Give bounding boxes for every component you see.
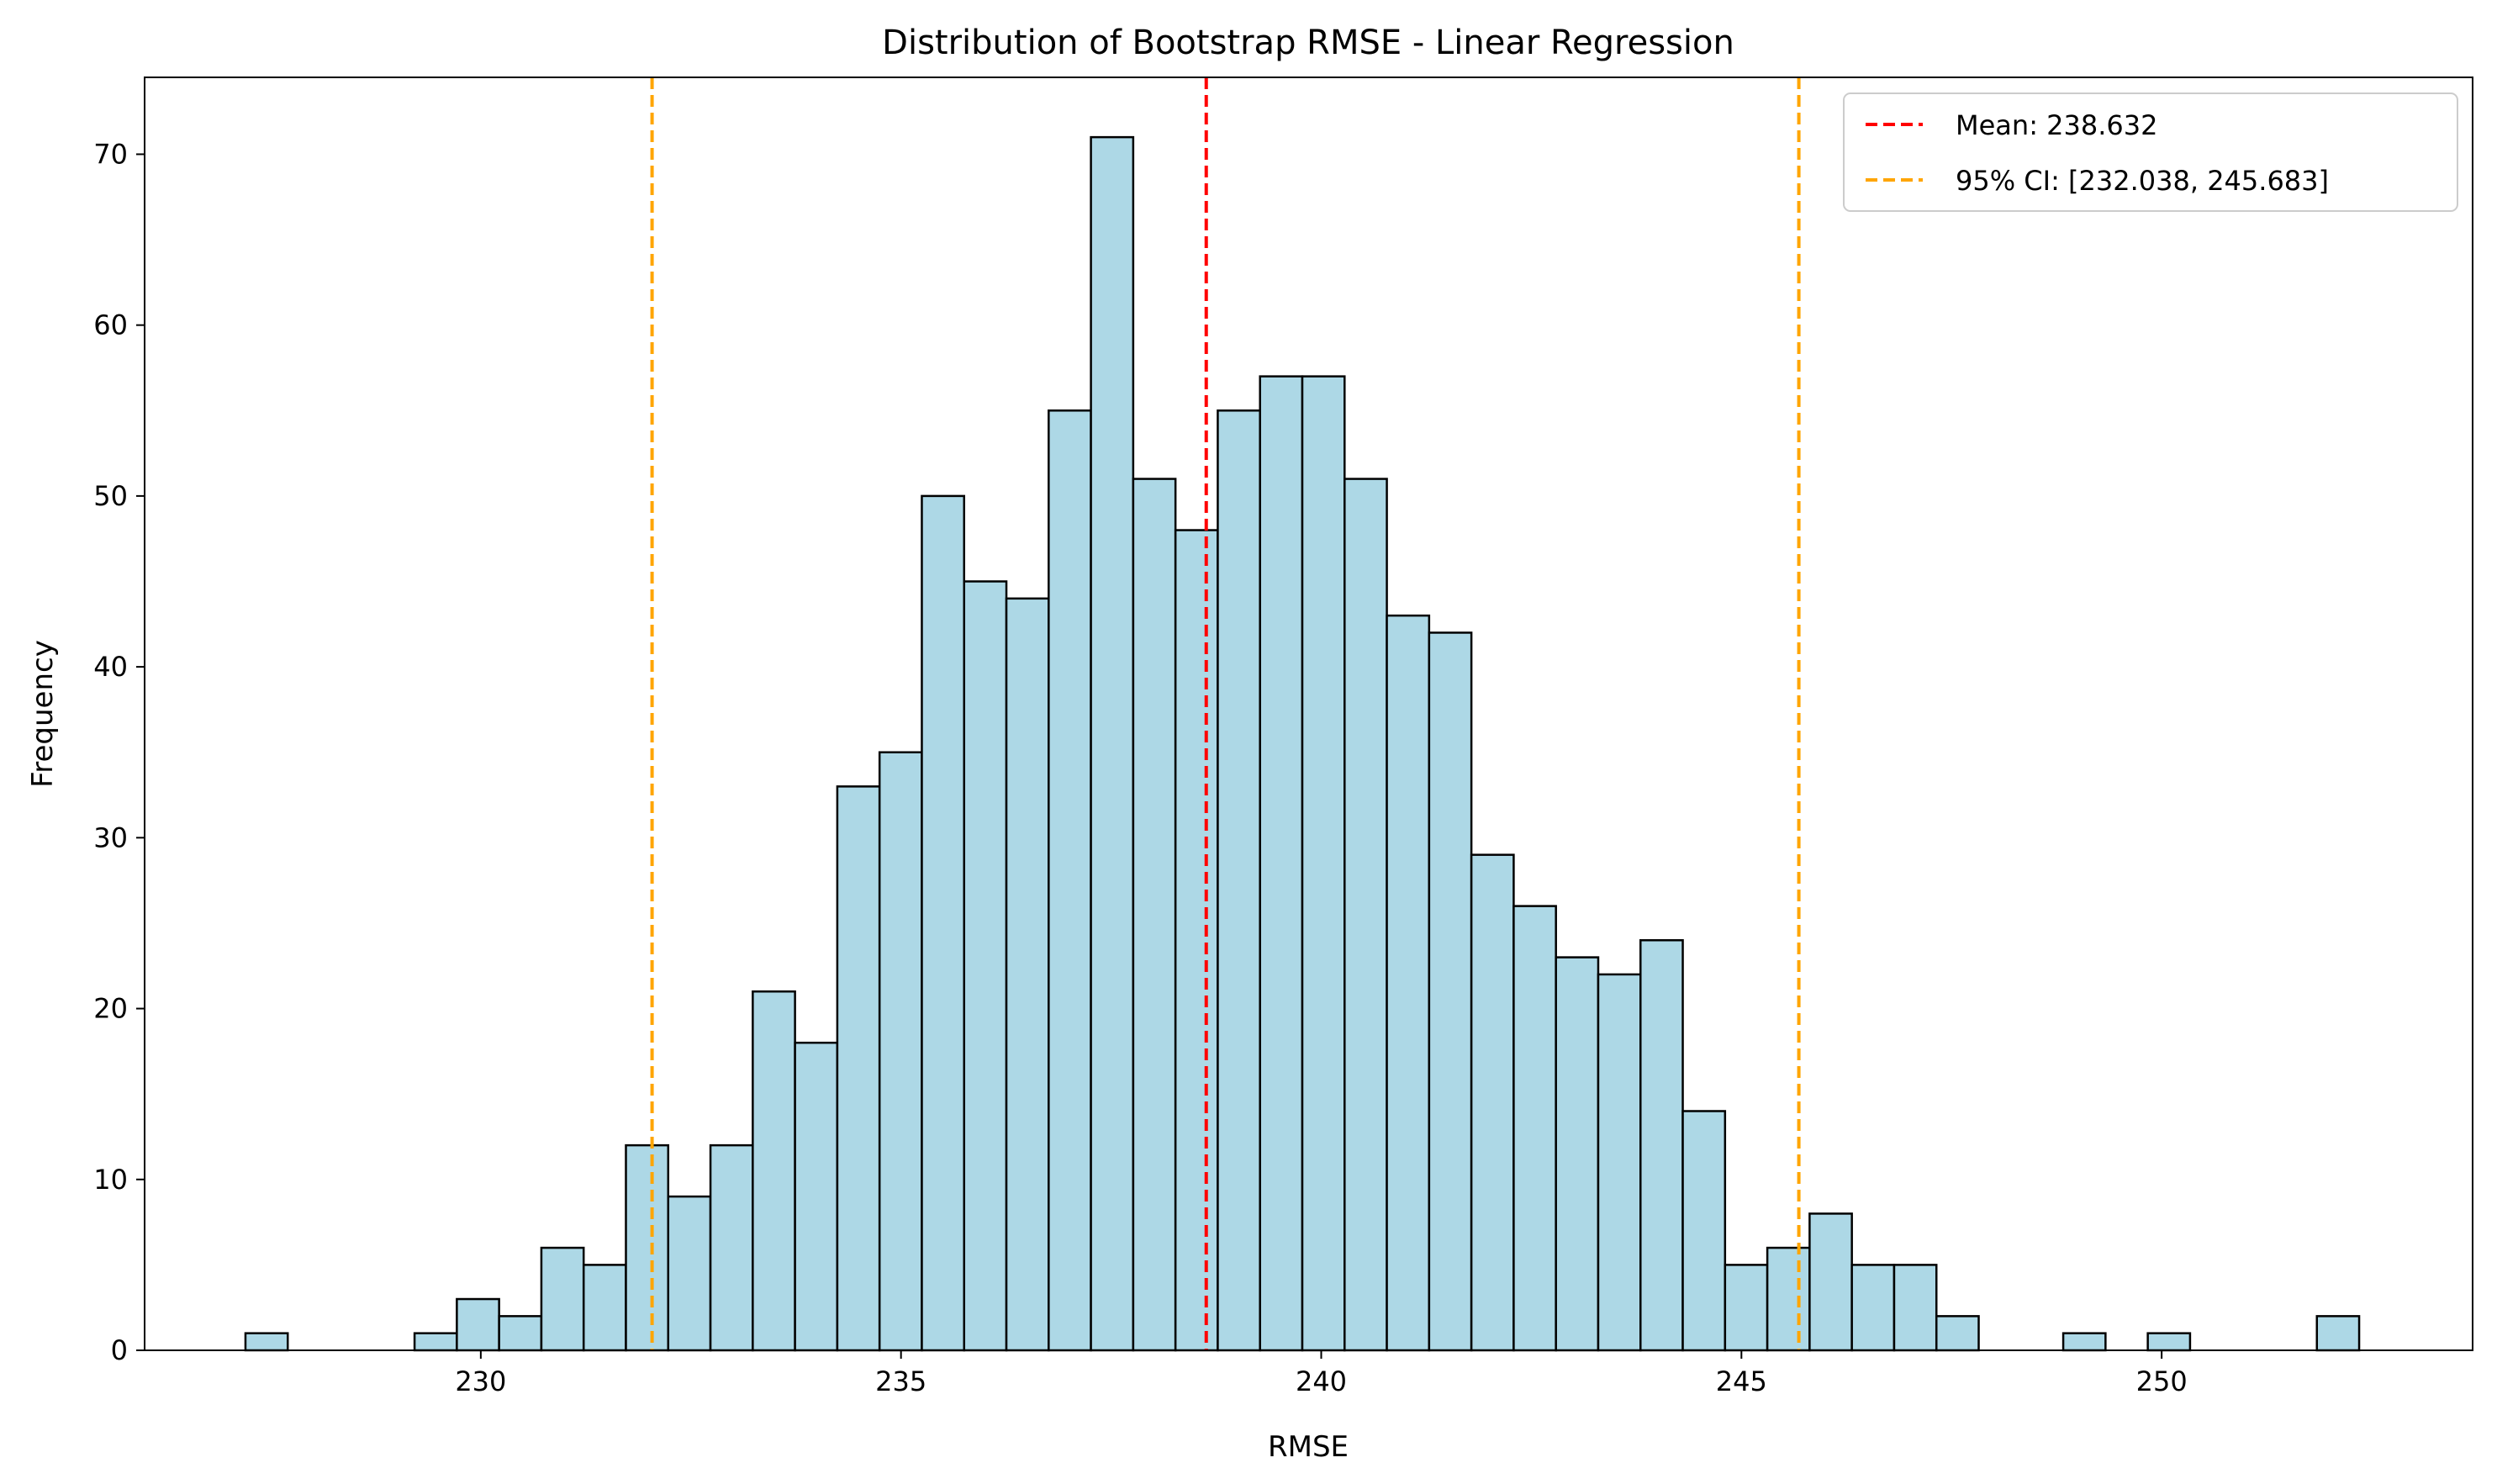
reference-lines-group xyxy=(650,77,1801,1350)
histogram-bar xyxy=(413,1332,458,1352)
legend-mean-label: Mean: 238.632 xyxy=(1956,109,2157,141)
histogram-bar xyxy=(921,494,965,1352)
histogram-bar xyxy=(2146,1332,2192,1352)
histogram-bar xyxy=(836,785,881,1352)
y-tick-label: 20 xyxy=(93,993,128,1025)
histogram-bar xyxy=(1766,1246,1811,1352)
histogram-bar xyxy=(540,1246,585,1352)
legend-ci-label: 95% CI: [232.038, 245.683] xyxy=(1956,165,2329,197)
histogram-bar xyxy=(2315,1315,2361,1352)
x-tick-label: 245 xyxy=(1716,1365,1767,1397)
histogram-bar xyxy=(1681,1110,1727,1352)
histogram-bar xyxy=(2061,1332,2107,1352)
y-tick-label: 0 xyxy=(111,1334,128,1366)
x-tick-label: 230 xyxy=(455,1365,506,1397)
histogram-bar xyxy=(1259,375,1304,1352)
histogram-bar xyxy=(582,1264,627,1352)
x-tick-label: 235 xyxy=(875,1365,926,1397)
histogram-bar xyxy=(625,1143,670,1352)
x-tick-label: 240 xyxy=(1296,1365,1347,1397)
histogram-bar xyxy=(963,580,1008,1352)
histogram-bar xyxy=(1935,1315,1980,1352)
histogram-bar xyxy=(878,751,923,1352)
histogram-bar xyxy=(1217,409,1261,1352)
histogram-bar xyxy=(1301,375,1346,1352)
chart-title: Distribution of Bootstrap RMSE - Linear … xyxy=(882,24,1734,62)
histogram-bar xyxy=(1132,478,1177,1352)
histogram-bar xyxy=(709,1143,754,1352)
histogram-bar xyxy=(1386,614,1431,1352)
histogram-bar xyxy=(1639,939,1684,1352)
histogram-bar xyxy=(1893,1264,1938,1352)
histogram-bar xyxy=(1808,1212,1853,1352)
y-tick-label: 70 xyxy=(93,138,128,170)
y-tick-label: 60 xyxy=(93,309,128,341)
histogram-bar xyxy=(752,990,796,1352)
histogram-bar xyxy=(794,1041,839,1352)
histogram-bar xyxy=(1005,597,1050,1352)
histogram-bar xyxy=(1470,853,1515,1352)
histogram-bar xyxy=(1597,973,1642,1352)
legend: Mean: 238.632 95% CI: [232.038, 245.683] xyxy=(1843,92,2458,212)
histogram-bar xyxy=(1174,529,1219,1352)
x-axis-label: RMSE xyxy=(1268,1430,1349,1464)
y-axis-label: Frequency xyxy=(26,640,60,788)
histogram-bar xyxy=(1048,409,1092,1352)
histogram-bar xyxy=(1512,905,1557,1352)
histogram-bar xyxy=(1555,956,1600,1352)
histogram-bar xyxy=(1850,1264,1896,1352)
histogram-bar xyxy=(667,1195,712,1352)
histogram-bar xyxy=(1724,1264,1769,1352)
y-tick-label: 30 xyxy=(93,821,128,853)
x-axis-ticks: 230 235 240 245 250 xyxy=(455,1350,2188,1397)
histogram-bar xyxy=(244,1332,289,1352)
histogram-bar xyxy=(456,1297,500,1352)
histogram-bar xyxy=(1344,478,1388,1352)
bars-group xyxy=(244,135,2361,1352)
x-tick-label: 250 xyxy=(2136,1365,2188,1397)
plot-frame xyxy=(144,77,2473,1351)
y-tick-label: 40 xyxy=(93,651,128,683)
histogram-bar xyxy=(1090,135,1135,1352)
y-tick-label: 10 xyxy=(93,1164,128,1196)
histogram-bar xyxy=(1428,631,1473,1352)
histogram-bar xyxy=(498,1315,543,1352)
y-axis-ticks: 0 10 20 30 40 50 60 70 xyxy=(93,138,145,1366)
y-tick-label: 50 xyxy=(93,480,128,512)
legend-box xyxy=(1843,92,2458,212)
